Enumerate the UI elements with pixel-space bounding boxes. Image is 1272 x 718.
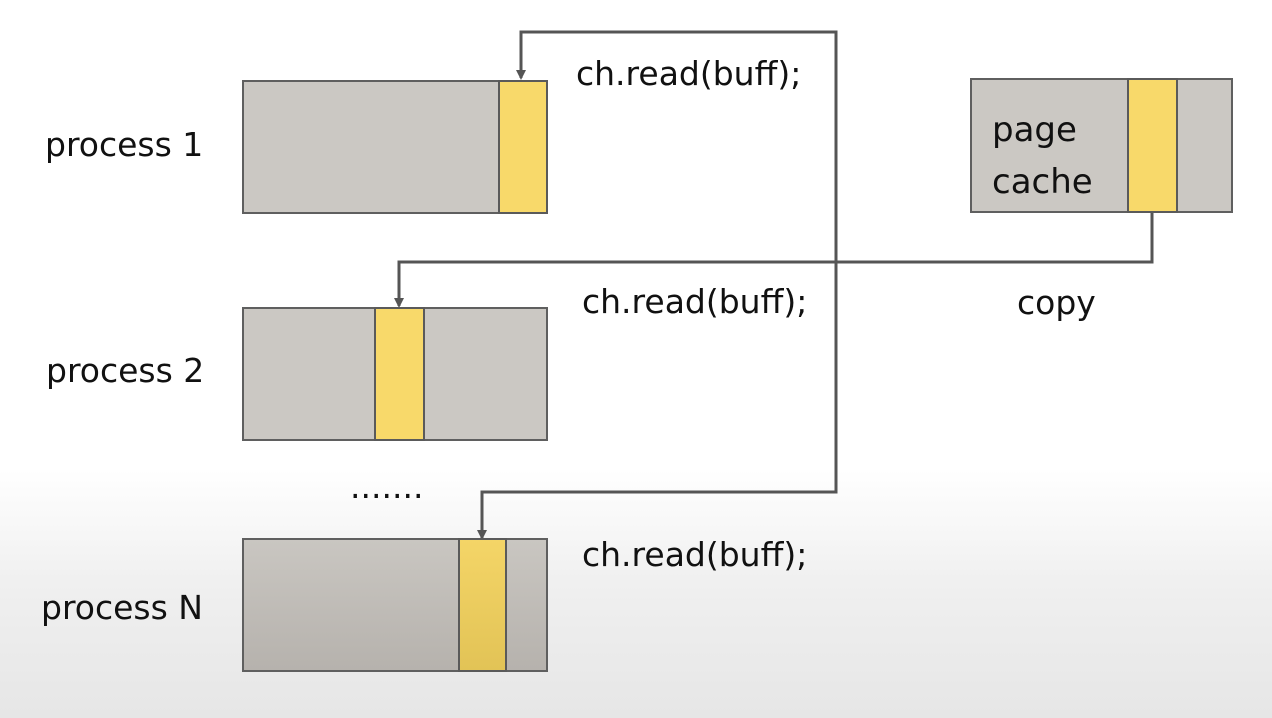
- process-1-read-call: ch.read(buff);: [576, 54, 802, 93]
- process-n-buffer-segment: [458, 538, 507, 672]
- page-cache-segment: [1127, 78, 1178, 213]
- process-1-buffer: [242, 80, 548, 214]
- process-1-buffer-segment: [498, 80, 548, 214]
- arrow-to-process-1: [516, 30, 1154, 264]
- process-1-label: process 1: [45, 125, 204, 164]
- copy-label: copy: [1017, 283, 1096, 322]
- process-n-read-call: ch.read(buff);: [582, 535, 808, 574]
- page-cache-label-line-1: page: [992, 110, 1077, 150]
- process-n-label: process N: [41, 588, 203, 627]
- arrow-to-process-n: [477, 262, 838, 540]
- process-2-label: process 2: [46, 351, 205, 390]
- page-cache-label: page cache: [992, 104, 1112, 208]
- process-2-buffer-segment: [374, 307, 425, 441]
- page-cache-block: page cache: [970, 78, 1233, 213]
- process-2-read-call: ch.read(buff);: [582, 282, 808, 321]
- ellipsis: .......: [350, 467, 424, 506]
- arrow-to-process-2: [394, 260, 836, 308]
- page-cache-label-line-2: cache: [992, 162, 1093, 202]
